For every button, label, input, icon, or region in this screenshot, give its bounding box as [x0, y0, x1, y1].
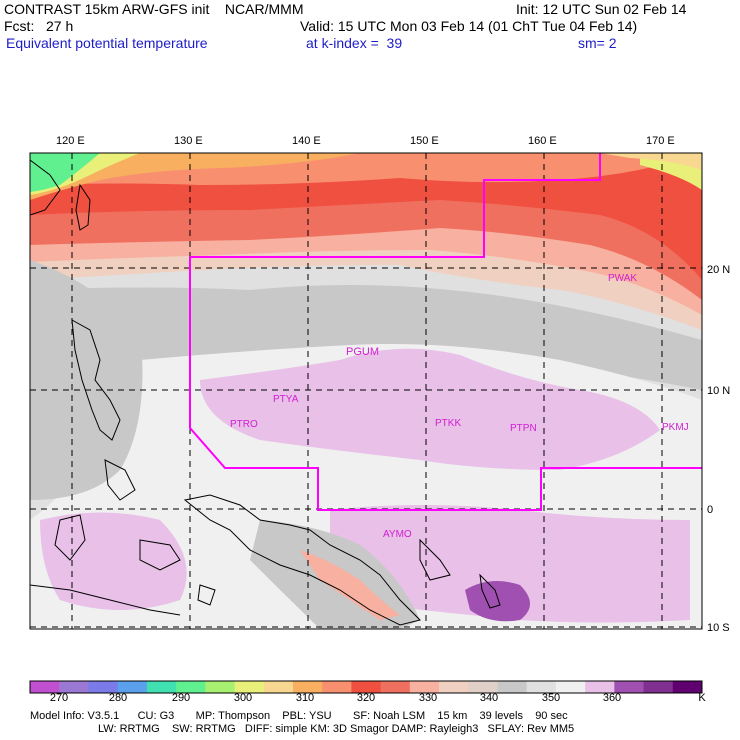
forecast-hour: Fcst: 27 h [4, 18, 74, 34]
coastlines [30, 159, 501, 626]
colorbar-swatch [146, 681, 177, 693]
colorbar-label-360: 360 [602, 692, 622, 704]
lat-label-0: 0 [707, 504, 714, 516]
lat-label-10s: 10 S [707, 622, 730, 634]
lat-label-10n: 10 N [707, 385, 731, 397]
colorbar-label-300: 300 [233, 692, 253, 704]
lat-label-20n: 20 N [707, 264, 731, 276]
colorbar-swatch [439, 681, 469, 693]
colorbar-swatch [176, 681, 206, 693]
colorbar-frame [29, 680, 703, 694]
valid-time: Valid: 15 UTC Mon 03 Feb 14 (01 ChT Tue … [300, 18, 638, 34]
colorbar-swatch [380, 681, 411, 693]
colorbar-label-350: 350 [541, 692, 561, 704]
colorbar-swatch [117, 681, 148, 693]
map-frame [29, 152, 703, 630]
lon-label-170: 170 E [646, 135, 675, 147]
smoothing: sm= 2 [578, 35, 617, 51]
colorbar-swatch [263, 681, 294, 693]
lon-label-150: 150 E [410, 135, 439, 147]
station-aymo: AYMO [383, 529, 412, 540]
colorbar-label-270: 270 [49, 692, 69, 704]
init-time: Init: 12 UTC Sun 02 Feb 14 [516, 1, 687, 17]
colorbar [29, 680, 703, 694]
colorbar-swatch [30, 681, 60, 693]
model-info-line1: Model Info: V3.5.1 CU: G3 MP: Thompson P… [30, 710, 568, 722]
station-pkmj: PKMJ [662, 422, 689, 433]
fir-boundary-north [190, 153, 601, 258]
colorbar-swatch [59, 681, 89, 693]
colorbar-swatch [351, 681, 382, 693]
colorbar-swatch [205, 681, 236, 693]
colorbar-label-310: 310 [295, 692, 315, 704]
station-ptkk: PTKK [435, 418, 461, 429]
colorbar-swatch [585, 681, 615, 693]
model-info-line2: LW: RRTMG SW: RRTMG DIFF: simple KM: 3D … [98, 723, 575, 735]
lon-label-120: 120 E [56, 135, 85, 147]
colorbar-swatch [409, 681, 440, 693]
colorbar-swatch [88, 681, 119, 693]
colorbar-label-280: 280 [108, 692, 128, 704]
colorbar-swatch [497, 681, 528, 693]
colorbar-label-340: 340 [479, 692, 499, 704]
colorbar-swatch [322, 681, 352, 693]
colorbar-swatch [614, 681, 645, 693]
colorbar-swatch [643, 681, 674, 693]
station-pwak: PWAK [608, 273, 637, 284]
colorbar-swatch [555, 681, 586, 693]
model-title: CONTRAST 15km ARW-GFS init NCAR/MMM [4, 1, 304, 17]
level-index: at k-index = 39 [306, 35, 403, 51]
station-ptro: PTRO [230, 419, 258, 430]
colorbar-swatch [292, 681, 323, 693]
colorbar-label-320: 320 [356, 692, 376, 704]
field-name: Equivalent potential temperature [6, 35, 208, 51]
lon-label-160: 160 E [528, 135, 557, 147]
colorbar-label-330: 330 [418, 692, 438, 704]
station-pgum: PGUM [346, 346, 379, 358]
fir-boundary-south [189, 257, 702, 511]
lon-label-130: 130 E [174, 135, 203, 147]
station-ptya: PTYA [273, 394, 299, 405]
colorbar-swatch [468, 681, 498, 693]
colorbar-unit: K [698, 692, 706, 704]
colorbar-label-290: 290 [171, 692, 191, 704]
theta-e-field [30, 153, 702, 629]
colorbar-swatch [234, 681, 265, 693]
colorbar-swatch [526, 681, 557, 693]
lon-label-140: 140 E [292, 135, 321, 147]
colorbar-swatch [672, 681, 703, 693]
station-ptpn: PTPN [510, 423, 537, 434]
